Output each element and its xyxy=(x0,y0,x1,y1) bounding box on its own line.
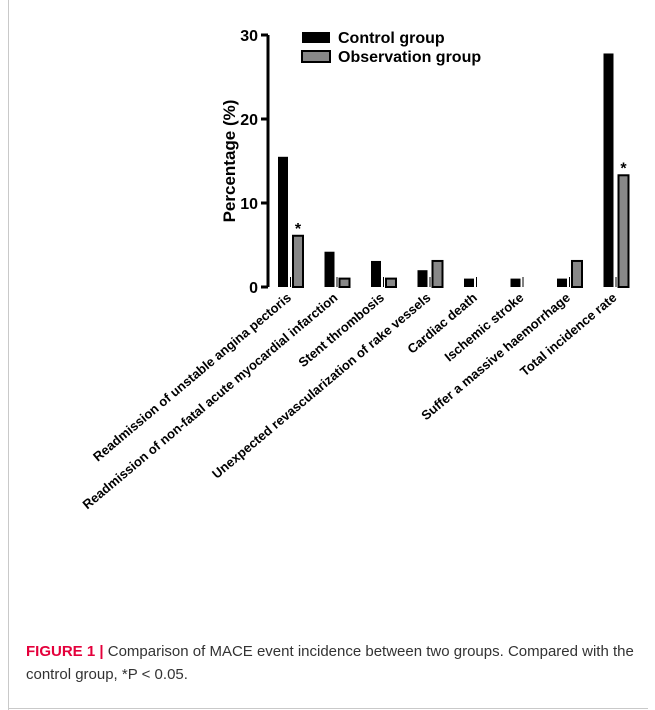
chart-legend: Control group Observation group xyxy=(301,30,481,66)
bar-observation xyxy=(571,259,583,288)
y-axis-title: Percentage (%) xyxy=(220,100,239,223)
bar-observation xyxy=(385,277,397,289)
bar-control xyxy=(603,53,614,288)
x-tick-label: Unexpected revascularization of rake ves… xyxy=(209,290,433,482)
figure-caption: FIGURE 1 | Comparison of MACE event inci… xyxy=(26,640,636,686)
bar-control xyxy=(464,278,474,287)
bar-observation xyxy=(617,174,630,288)
legend-swatch-control xyxy=(302,32,330,43)
caption-title: FIGURE 1 xyxy=(26,643,96,660)
bar-control xyxy=(371,260,381,287)
caption-text: Comparison of MACE event incidence betwe… xyxy=(26,643,634,683)
y-tick-label: 10 xyxy=(240,196,258,213)
bar-control xyxy=(278,156,288,287)
figure-frame-left xyxy=(8,0,9,710)
legend-label-observation: Observation group xyxy=(338,49,481,66)
y-tick-label: 30 xyxy=(240,28,258,45)
legend-label-control: Control group xyxy=(338,30,445,47)
legend-swatch-observation xyxy=(301,50,331,63)
chart-bars: ** xyxy=(278,53,630,289)
x-tick-labels: Readmission of unstable angina pectorisR… xyxy=(80,290,620,512)
bar-observation xyxy=(292,234,304,288)
significance-marker: * xyxy=(295,221,302,238)
chart-axes: 0 10 20 30 Percentage (%) xyxy=(220,28,270,297)
y-tick-label: 20 xyxy=(240,112,258,129)
x-tick-label: Ischemic stroke xyxy=(441,290,526,365)
bar-control xyxy=(557,278,567,287)
bar-control xyxy=(417,270,428,287)
bar-control xyxy=(324,251,335,287)
bar-control xyxy=(510,278,521,287)
y-tick-label: 0 xyxy=(249,280,258,297)
significance-marker: * xyxy=(620,160,627,177)
figure-frame-bottom xyxy=(8,708,648,709)
caption-separator: | xyxy=(99,643,104,660)
bar-observation xyxy=(431,259,444,288)
bar-observation xyxy=(338,277,351,289)
